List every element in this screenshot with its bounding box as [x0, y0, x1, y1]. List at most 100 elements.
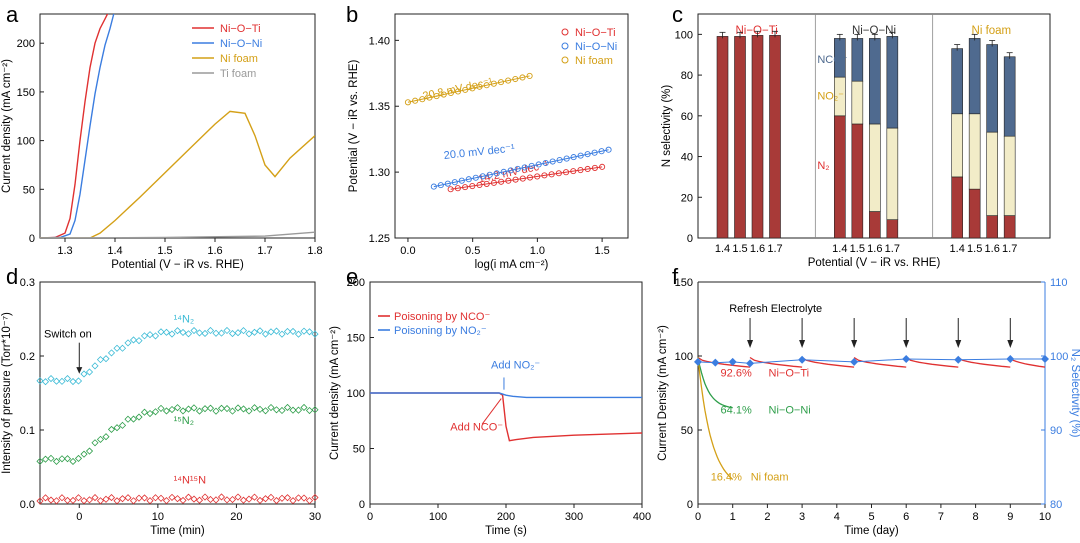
panel-d-point: [234, 404, 242, 412]
panel-f-ytick-label: 0: [687, 499, 693, 511]
panel-d-point: [63, 496, 72, 504]
panel-c-bar-no2: [1003, 135, 1016, 216]
panel-e-ytick-label: 150: [347, 333, 365, 345]
panel-d-point: [206, 326, 215, 335]
panel-d-point: [184, 493, 193, 501]
panel-d-point: [278, 330, 286, 338]
panel-b-point: [462, 86, 469, 93]
panel-d-point: [96, 356, 105, 364]
panel-f-line-niOTi: [801, 356, 855, 368]
panel-e-line: [370, 392, 643, 442]
panel-d-point: [206, 495, 215, 504]
panel-b-xtick-label: 0.0: [400, 245, 415, 257]
panel-c-group-title: Ni foam: [972, 25, 1012, 37]
panel-d-point: [173, 327, 182, 335]
panel-a-line-Ni−O−Ti: [40, 14, 109, 238]
panel-d-point: [272, 497, 281, 505]
panel-f-xtick-label: 4: [834, 511, 840, 523]
panel-e-legend-label: Poisoning by NO₂⁻: [394, 325, 487, 337]
panel-d-point: [140, 494, 149, 502]
panel-d-point: [261, 495, 270, 503]
panel-d-point: [278, 494, 286, 502]
panel-b-point: [451, 179, 458, 186]
panel-d-point: [239, 405, 248, 413]
panel-c-bar-n2: [986, 215, 998, 239]
panel-d-point: [256, 405, 264, 413]
panel-b-ytick-label: 1.30: [369, 167, 390, 179]
panel-f-xtick-label: 10: [1039, 511, 1051, 523]
panel-c-bar-no2: [851, 80, 864, 125]
panel-a-ylabel: Current density (mA cm⁻²): [1, 59, 13, 193]
panel-d-point: [261, 330, 270, 338]
panel-d-point: [289, 497, 297, 505]
panel-c-bar-n2: [769, 35, 781, 239]
panel-d-point: [80, 497, 88, 505]
panel-c-xtick-label: 1.6: [985, 243, 1000, 255]
panel-e-xtick-label: 400: [633, 511, 651, 523]
panel-c-bar-nco: [886, 36, 899, 129]
panel-f-y2-ytick-label: 100: [1050, 351, 1068, 363]
panel-e-ytick-label: 100: [347, 388, 365, 400]
panel-c-bar-no2: [886, 127, 899, 220]
panel-c-bar-nco: [869, 38, 881, 125]
panel-a-line-Ni foam: [40, 110, 315, 238]
panel-b-point: [507, 167, 514, 174]
panel-f-selectivity-marker: [798, 355, 807, 364]
panel-d-point: [250, 493, 259, 501]
panel-d-point: [124, 339, 132, 347]
panel-d-point: [52, 497, 61, 505]
panel-f-refresh-arrowhead: [1007, 340, 1014, 348]
panel-d-point: [300, 327, 308, 335]
panel-d-point: [41, 378, 50, 386]
panel-c-bar-n2: [716, 36, 729, 239]
panel-d-point: [107, 494, 116, 502]
panel-d-point: [140, 332, 149, 340]
panel-b-point: [430, 183, 437, 190]
panel-b-point: [447, 89, 454, 97]
panel-f-y2-ytick-label: 80: [1050, 499, 1062, 511]
panel-d-point: [113, 497, 121, 505]
panel-d-point: [151, 408, 160, 416]
panel-f-line-niONi: [697, 357, 733, 409]
panel-c-xtick-label: 1.5: [967, 243, 982, 255]
panel-f-value-label: 64.1%: [721, 405, 752, 417]
panel-e-annotation-no2: Add NO₂⁻: [491, 360, 540, 372]
panel-e-xtick-label: 200: [497, 511, 515, 523]
panel-d-point: [162, 497, 171, 505]
panel-a-xtick-label: 1.4: [107, 245, 122, 257]
panel-d-point: [294, 494, 303, 502]
panel-d-point: [245, 407, 253, 415]
panel-d-ytick-label: 0.1: [20, 425, 35, 437]
panel-b-point: [591, 149, 598, 156]
panel-c-bar-n2: [851, 123, 864, 239]
panel-b-frame: [394, 13, 629, 239]
panel-e-line: [370, 392, 642, 399]
panel-b-point: [437, 182, 444, 189]
panel-f-selectivity-marker: [954, 355, 963, 364]
panel-c-bar-n2: [834, 115, 846, 239]
panel-letter-d: d: [6, 264, 18, 289]
panel-d-point: [272, 327, 281, 335]
panel-d-series-label: ¹⁴N₂: [174, 314, 195, 326]
panel-f-xtick-label: 6: [903, 511, 909, 523]
panel-d-point: [58, 455, 66, 463]
panel-d-point: [41, 455, 50, 463]
panel-c-xtick-label: 1.6: [750, 243, 765, 255]
panel-e-ytick-label: 200: [347, 277, 365, 289]
panel-c-bar-nco: [986, 44, 998, 133]
panel-a-line-Ni−O−Ni: [40, 14, 115, 238]
panel-d-point: [124, 415, 132, 423]
panel-f-xtick-label: 9: [1007, 511, 1013, 523]
panel-b-point: [528, 162, 535, 170]
panel-d-point: [80, 450, 88, 458]
panel-f-line-niOTi: [957, 356, 1011, 368]
panel-d-point: [261, 407, 270, 415]
panel-b-point: [549, 158, 556, 165]
panel-c-ytick-label: 60: [681, 111, 693, 123]
panel-d-xlabel: Time (min): [150, 525, 205, 537]
panel-b-ylabel: Potential (V − iR vs. RHE): [348, 60, 360, 193]
panel-b-point: [505, 77, 512, 84]
panel-d-xtick-label: 0: [76, 511, 82, 523]
panel-b-point: [412, 97, 419, 104]
panel-b-point: [577, 152, 584, 159]
